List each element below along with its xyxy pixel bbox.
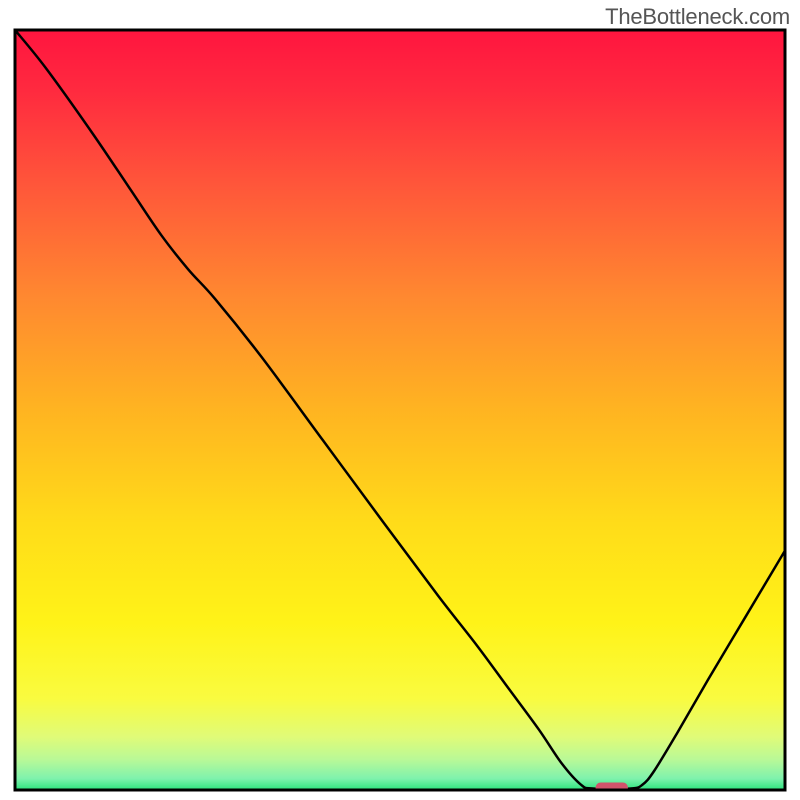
optimal-marker [596,783,628,794]
chart-container: TheBottleneck.com [0,0,800,800]
bottleneck-chart [0,0,800,800]
gradient-background [15,30,785,790]
